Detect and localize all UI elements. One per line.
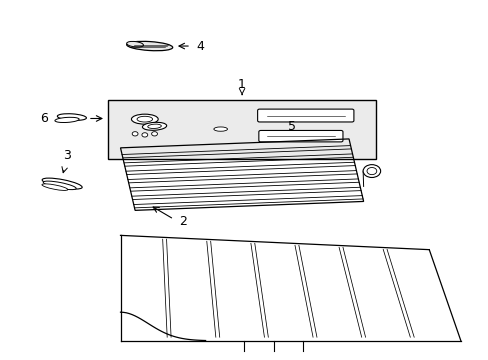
Circle shape — [363, 165, 380, 177]
Ellipse shape — [42, 184, 68, 190]
Ellipse shape — [42, 178, 82, 189]
Ellipse shape — [43, 181, 76, 190]
Text: 3: 3 — [63, 149, 71, 162]
Circle shape — [132, 132, 138, 136]
Ellipse shape — [142, 122, 166, 130]
Ellipse shape — [126, 41, 143, 47]
Ellipse shape — [137, 116, 152, 122]
Circle shape — [142, 133, 147, 137]
Ellipse shape — [55, 117, 79, 122]
Text: 6: 6 — [40, 112, 47, 125]
Ellipse shape — [57, 114, 86, 120]
Ellipse shape — [213, 127, 227, 131]
Circle shape — [366, 167, 376, 175]
Text: 1: 1 — [238, 78, 245, 91]
Text: 2: 2 — [179, 215, 186, 228]
FancyBboxPatch shape — [258, 130, 342, 142]
Ellipse shape — [131, 114, 158, 124]
Text: 5: 5 — [287, 120, 296, 133]
Circle shape — [151, 132, 157, 136]
Ellipse shape — [147, 124, 161, 129]
Text: 4: 4 — [196, 40, 203, 53]
FancyBboxPatch shape — [257, 109, 353, 122]
Ellipse shape — [126, 41, 172, 51]
Bar — [108, 100, 375, 158]
